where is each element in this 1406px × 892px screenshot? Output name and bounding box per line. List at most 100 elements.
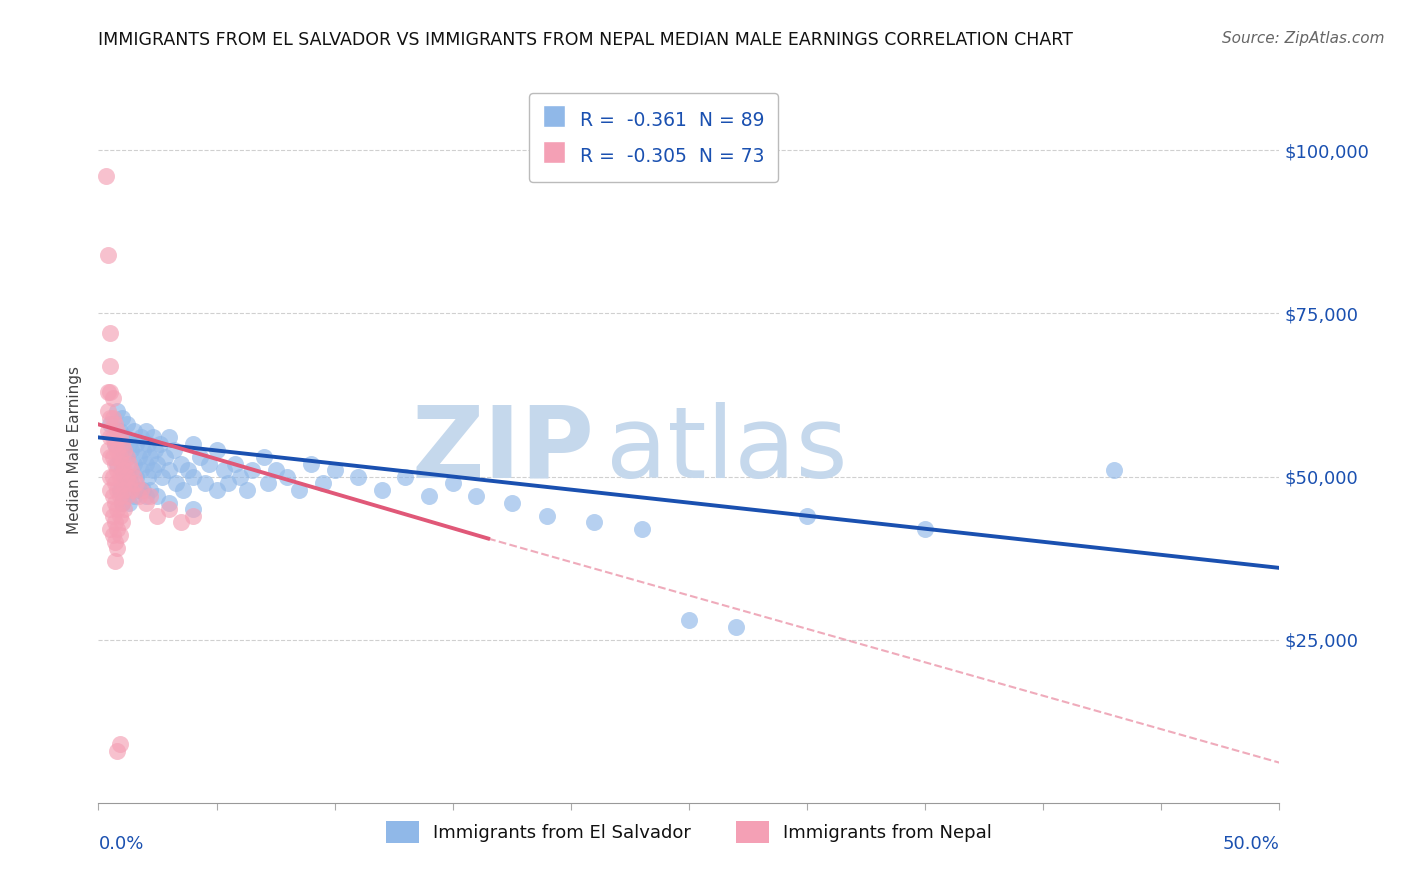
Point (725, 619, 748, 633)
Point (121, 483, 143, 497)
Point (118, 437, 141, 451)
Point (157, 430, 180, 444)
Point (115, 469, 138, 483)
Text: IMMIGRANTS FROM EL SALVADOR VS IMMIGRANTS FROM NEPAL MEDIAN MALE EARNINGS CORREL: IMMIGRANTS FROM EL SALVADOR VS IMMIGRANT… (98, 31, 1073, 49)
Point (135, 489, 157, 503)
Point (122, 469, 145, 483)
Point (104, 437, 127, 451)
Point (98, 359, 121, 373)
Point (276, 469, 298, 483)
Point (394, 469, 416, 483)
Point (104, 476, 127, 491)
Point (136, 469, 159, 483)
Point (205, 483, 228, 497)
Point (125, 476, 148, 491)
Point (139, 489, 162, 503)
Point (98, 522, 121, 536)
Point (630, 522, 652, 536)
Point (264, 463, 287, 477)
Y-axis label: Median Male Earnings: Median Male Earnings (67, 367, 83, 534)
Point (105, 483, 128, 497)
Point (121, 463, 143, 477)
Point (108, 430, 131, 444)
Point (118, 457, 141, 471)
Point (94, 169, 117, 184)
Point (240, 463, 263, 477)
Point (111, 496, 134, 510)
Point (198, 457, 221, 471)
Point (312, 476, 335, 491)
Text: 0.0%: 0.0% (98, 835, 143, 853)
Point (212, 463, 235, 477)
Point (347, 469, 370, 483)
Point (146, 489, 169, 503)
Point (299, 457, 322, 471)
Point (108, 737, 131, 751)
Point (98, 469, 121, 483)
Point (108, 489, 131, 503)
Point (323, 463, 346, 477)
Point (115, 450, 138, 464)
Point (104, 437, 127, 451)
Point (1102, 463, 1125, 477)
Point (128, 483, 150, 497)
Point (165, 476, 187, 491)
Point (104, 496, 127, 510)
Point (108, 528, 131, 542)
Point (115, 450, 138, 464)
Point (157, 463, 180, 477)
Point (181, 469, 204, 483)
Point (104, 515, 127, 529)
Point (105, 541, 128, 556)
Point (108, 508, 131, 523)
Point (205, 443, 228, 458)
Point (108, 483, 131, 497)
Point (121, 476, 143, 491)
Text: 50.0%: 50.0% (1223, 835, 1279, 853)
Point (98, 430, 121, 444)
Point (105, 424, 128, 438)
Point (105, 743, 128, 757)
Point (170, 457, 193, 471)
Point (111, 443, 134, 458)
Point (121, 443, 143, 458)
Point (98, 410, 121, 425)
Point (98, 384, 121, 399)
Point (129, 483, 152, 497)
Point (153, 450, 176, 464)
Point (115, 489, 138, 503)
Point (118, 469, 141, 483)
Point (139, 450, 162, 464)
Point (441, 476, 464, 491)
Point (97, 248, 120, 262)
Point (111, 476, 134, 491)
Point (136, 437, 159, 451)
Text: Source: ZipAtlas.com: Source: ZipAtlas.com (1222, 31, 1385, 46)
Point (112, 443, 135, 458)
Point (97, 424, 120, 438)
Point (139, 483, 162, 497)
Point (118, 476, 141, 491)
Point (105, 443, 128, 458)
Point (132, 483, 155, 497)
Point (101, 410, 124, 425)
Point (125, 469, 148, 483)
Point (188, 450, 211, 464)
Point (98, 326, 121, 340)
Text: atlas: atlas (606, 402, 848, 499)
Point (97, 384, 120, 399)
Point (101, 508, 124, 523)
Point (104, 534, 127, 549)
Point (177, 463, 200, 477)
Point (253, 450, 276, 464)
Point (112, 469, 135, 483)
Point (98, 502, 121, 516)
Point (288, 483, 311, 497)
Point (229, 469, 252, 483)
Point (111, 410, 134, 425)
Point (101, 430, 124, 444)
Point (132, 443, 155, 458)
Point (115, 483, 138, 497)
Point (236, 483, 259, 497)
Point (122, 424, 145, 438)
